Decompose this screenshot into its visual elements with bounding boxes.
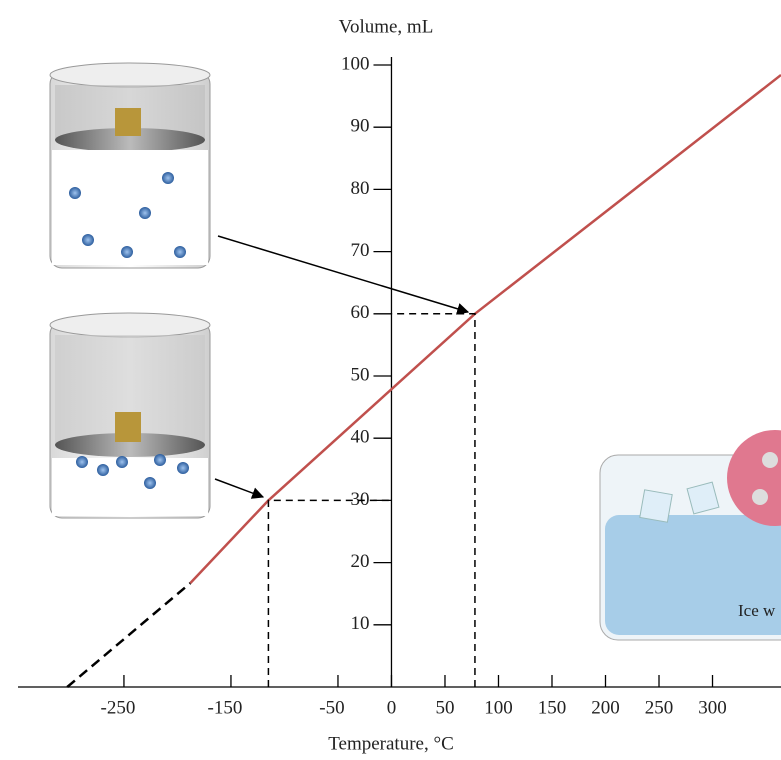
y-tick-label: 100 bbox=[341, 53, 370, 74]
y-tick-label: 20 bbox=[350, 551, 369, 572]
y-tick-label: 90 bbox=[350, 116, 369, 137]
ice-bath-illustration: Ice w bbox=[599, 430, 781, 641]
y-tick-label: 50 bbox=[350, 364, 369, 385]
data-line bbox=[66, 582, 192, 688]
x-tick-label: 100 bbox=[484, 697, 513, 718]
x-axis-label: Temperature, °C bbox=[328, 733, 454, 754]
y-tick-label: 80 bbox=[350, 178, 369, 199]
x-tick-label: 150 bbox=[538, 697, 567, 718]
x-tick-label: 250 bbox=[645, 697, 674, 718]
guide-line bbox=[391, 313, 476, 687]
y-tick-label: 60 bbox=[350, 302, 369, 323]
x-tick-label: 300 bbox=[698, 697, 727, 718]
y-tick-label: 30 bbox=[350, 489, 369, 510]
guide-line bbox=[267, 499, 392, 687]
y-tick-label: 10 bbox=[350, 613, 369, 634]
y-tick-label: 40 bbox=[350, 427, 369, 448]
x-tick-label: 50 bbox=[435, 697, 454, 718]
x-tick-label: 200 bbox=[591, 697, 620, 718]
arrow bbox=[214, 478, 265, 499]
y-tick-label: 70 bbox=[350, 240, 369, 261]
beaker-illustration bbox=[49, 62, 211, 269]
data-line bbox=[189, 73, 781, 584]
x-tick-label: 0 bbox=[387, 697, 397, 718]
beaker-illustration bbox=[49, 312, 211, 519]
x-tick-label: -150 bbox=[208, 697, 243, 718]
axis-title: Volume, mL bbox=[339, 16, 434, 37]
x-tick-label: -50 bbox=[319, 697, 344, 718]
annotation: Ice w bbox=[738, 601, 776, 620]
x-tick-label: -250 bbox=[101, 697, 136, 718]
arrow bbox=[217, 235, 470, 315]
